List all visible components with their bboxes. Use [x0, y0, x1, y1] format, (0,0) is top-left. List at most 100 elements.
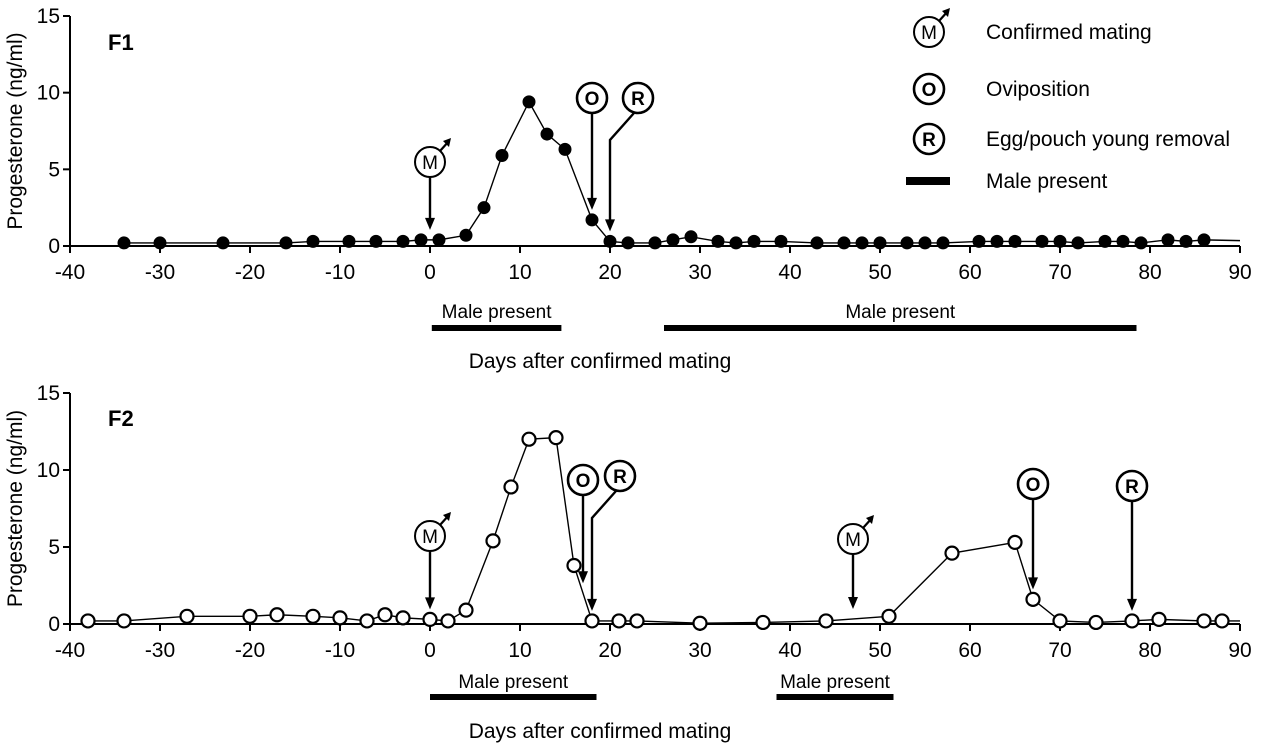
event-arrow-shaft — [590, 490, 617, 601]
event-o: O — [566, 463, 600, 584]
male-present-label: Male present — [780, 672, 891, 693]
data-point — [1197, 233, 1211, 247]
data-point — [972, 234, 986, 248]
male-symbol-arrow-head — [443, 138, 451, 147]
event-symbol: M — [837, 515, 874, 555]
male-symbol-letter: M — [845, 530, 861, 551]
x-tick-label: 90 — [1228, 261, 1251, 284]
data-point — [1025, 591, 1041, 607]
data-point — [585, 213, 599, 227]
data-point — [396, 234, 410, 248]
y-tick-label: 0 — [48, 235, 60, 258]
male-present-label: Male present — [442, 302, 553, 323]
event-symbol: R — [1115, 469, 1149, 503]
legend-symbol: M — [913, 8, 950, 48]
data-point — [692, 615, 708, 631]
data-point — [558, 142, 572, 156]
x-tick-label: -20 — [235, 261, 265, 284]
series-line — [88, 436, 1240, 624]
data-point — [873, 236, 887, 250]
male-symbol-circle — [837, 523, 869, 555]
data-point — [269, 607, 285, 623]
x-tick-label: 40 — [778, 639, 801, 662]
male-symbol-circle — [414, 146, 446, 178]
legend-symbol: O — [912, 72, 946, 106]
removal-letter: R — [1125, 477, 1139, 498]
data-point — [711, 234, 725, 248]
data-point — [666, 233, 680, 247]
series-line — [124, 100, 1241, 244]
event-arrow-head — [425, 597, 435, 610]
event-arrow-head — [587, 598, 597, 611]
data-point — [477, 201, 491, 215]
male-symbol-circle — [913, 16, 945, 48]
removal-letter: R — [631, 89, 645, 110]
x-tick-label: 80 — [1138, 639, 1161, 662]
y-tick-label: 5 — [48, 536, 60, 559]
data-point — [306, 234, 320, 248]
removal-circle — [621, 81, 655, 115]
removal-circle — [1115, 469, 1149, 503]
oviposition-letter: O — [1026, 475, 1041, 496]
male-symbol-arrow-head — [443, 512, 451, 521]
event-m: M — [414, 138, 451, 230]
data-point — [881, 608, 897, 624]
x-tick-label: 70 — [1048, 261, 1071, 284]
data-point — [369, 234, 383, 248]
event-symbol: M — [414, 138, 451, 178]
data-point — [810, 236, 824, 250]
event-o: O — [575, 81, 609, 210]
data-point — [179, 608, 195, 624]
x-tick-label: 40 — [778, 261, 801, 284]
event-symbol: O — [575, 81, 609, 115]
event-r: R — [605, 81, 655, 232]
data-point — [1196, 613, 1212, 629]
oviposition-circle — [566, 463, 600, 497]
x-axis-title: Days after confirmed mating — [469, 350, 732, 373]
x-tick-label: 0 — [424, 261, 436, 284]
data-point — [305, 608, 321, 624]
event-symbol: O — [566, 463, 600, 497]
x-tick-label: 10 — [508, 261, 531, 284]
data-point — [729, 236, 743, 250]
x-tick-label: -10 — [325, 639, 355, 662]
data-point — [603, 234, 617, 248]
y-tick-label: 15 — [37, 382, 60, 405]
x-tick-label: -20 — [235, 639, 265, 662]
chart-panel-f2: 0 5 10 15 -40 -30 -20 -10 0 10 20 30 40 50 60 70 80 90 Pro… — [4, 382, 1252, 743]
data-point — [522, 95, 536, 109]
data-point — [459, 228, 473, 242]
male-symbol-letter: M — [921, 23, 937, 44]
x-tick-label: 20 — [598, 639, 621, 662]
data-point — [1035, 234, 1049, 248]
removal-letter: R — [922, 130, 936, 151]
data-point — [116, 613, 132, 629]
data-point — [855, 236, 869, 250]
data-point — [503, 479, 519, 495]
removal-letter: R — [613, 467, 627, 488]
legend-item-1: O Oviposition — [912, 72, 1090, 106]
data-point — [936, 236, 950, 250]
data-point — [629, 613, 645, 629]
male-symbol-arrow-head — [866, 515, 874, 524]
data-point — [1008, 234, 1022, 248]
legend-label: Confirmed mating — [986, 21, 1152, 44]
legend-label: Male present — [986, 170, 1108, 193]
y-tick-label: 0 — [48, 613, 60, 636]
x-tick-label: 0 — [424, 639, 436, 662]
removal-circle — [912, 122, 946, 156]
data-point — [1124, 613, 1140, 629]
data-point — [332, 610, 348, 626]
data-point — [548, 430, 564, 446]
x-tick-label: 30 — [688, 639, 711, 662]
data-point — [837, 236, 851, 250]
y-tick-label: 10 — [37, 82, 60, 105]
data-point — [818, 613, 834, 629]
male-symbol-circle — [414, 520, 446, 552]
male-present-label: Male present — [845, 302, 956, 323]
data-point — [414, 233, 428, 247]
event-arrow-head — [1028, 577, 1038, 590]
x-tick-label: 60 — [958, 261, 981, 284]
y-tick-label: 5 — [48, 158, 60, 181]
